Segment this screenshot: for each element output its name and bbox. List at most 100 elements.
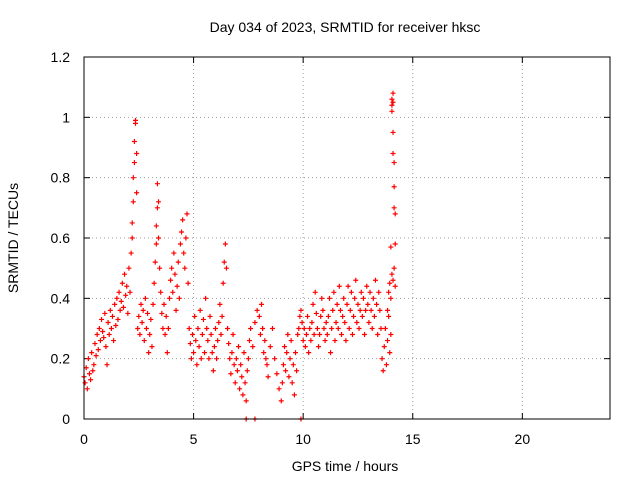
data-point (207, 313, 213, 319)
data-point (188, 356, 194, 362)
data-point (382, 326, 388, 331)
data-point (289, 380, 295, 386)
data-point (124, 283, 130, 289)
data-point (364, 283, 370, 289)
data-point (131, 138, 137, 144)
data-point (306, 350, 312, 356)
data-point (210, 368, 216, 374)
data-point (242, 380, 248, 386)
data-point (348, 289, 354, 295)
data-point (391, 205, 397, 211)
data-point (108, 326, 114, 331)
data-point (390, 277, 396, 283)
data-point (317, 332, 323, 338)
data-point (305, 313, 311, 319)
data-point (360, 295, 366, 301)
data-point (347, 307, 353, 313)
data-point (215, 338, 221, 344)
y-tick-label: 1.2 (51, 49, 71, 65)
x-axis-label: GPS time / hours (292, 458, 399, 474)
data-point (274, 371, 280, 377)
data-point (359, 313, 365, 319)
data-point (116, 289, 122, 295)
data-point (218, 332, 224, 338)
data-point (88, 377, 94, 383)
data-point (226, 341, 232, 347)
data-point (279, 380, 285, 386)
y-axis-label: SRMTID / TECUs (5, 183, 21, 293)
data-point (169, 265, 175, 271)
data-point (298, 307, 304, 313)
data-point (134, 190, 140, 196)
data-point (248, 326, 254, 331)
data-points (81, 90, 398, 422)
data-point (368, 307, 374, 313)
data-point (220, 280, 226, 286)
data-point (123, 292, 129, 298)
data-point (320, 307, 326, 313)
data-point (345, 283, 351, 289)
data-point (153, 223, 159, 229)
data-point (372, 277, 378, 283)
data-point (99, 316, 105, 322)
data-point (312, 289, 318, 295)
data-point (231, 362, 237, 368)
data-point (388, 244, 394, 250)
data-point (120, 304, 126, 310)
data-point (94, 332, 100, 338)
data-point (232, 380, 238, 386)
data-point (329, 326, 335, 331)
data-point (256, 313, 262, 319)
data-point (146, 350, 152, 356)
x-tick-label: 10 (295, 431, 311, 447)
data-point (377, 307, 383, 313)
data-point (283, 368, 289, 374)
data-point (379, 356, 385, 362)
data-point (324, 332, 330, 338)
data-point (138, 301, 144, 307)
data-point (200, 316, 206, 322)
data-point (389, 271, 395, 277)
data-point (303, 332, 309, 338)
data-point (206, 356, 212, 362)
data-point (93, 353, 99, 359)
data-point (205, 338, 211, 344)
data-point (83, 365, 89, 371)
data-point (156, 199, 162, 205)
data-point (340, 313, 346, 319)
data-point (385, 307, 391, 313)
x-tick-label: 0 (80, 431, 88, 447)
data-point (214, 356, 220, 362)
data-point (165, 326, 171, 331)
data-point (181, 250, 187, 256)
data-point (291, 392, 297, 398)
data-point (156, 235, 162, 241)
data-point (269, 326, 275, 331)
data-point (325, 313, 331, 319)
data-point (321, 326, 327, 331)
data-point (92, 341, 98, 347)
data-point (195, 326, 201, 331)
data-point (192, 313, 198, 319)
data-point (296, 326, 302, 331)
data-point (297, 313, 303, 319)
y-tick-label: 1 (62, 109, 70, 125)
data-point (112, 301, 118, 307)
data-point (238, 362, 244, 368)
data-point (280, 362, 286, 368)
data-point (389, 102, 395, 108)
data-point (158, 289, 164, 295)
data-point (335, 326, 341, 331)
data-point (336, 283, 342, 289)
data-point (185, 280, 191, 286)
data-point (160, 326, 166, 331)
data-point (168, 277, 174, 283)
data-point (111, 338, 117, 344)
data-point (129, 220, 135, 226)
data-point (208, 332, 214, 338)
data-point (244, 368, 250, 374)
data-point (387, 350, 393, 356)
tick-layer: 0 5 10 15 20 0 0.2 0.4 0.6 0.8 1 1.2 (51, 49, 610, 447)
data-point (172, 271, 178, 277)
data-point (137, 332, 143, 338)
